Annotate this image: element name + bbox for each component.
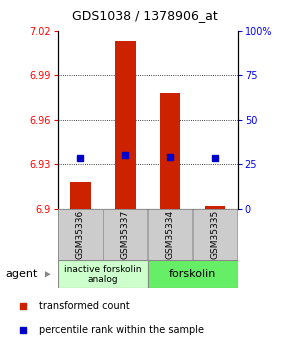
- Polygon shape: [45, 271, 51, 277]
- Text: GSM35334: GSM35334: [166, 210, 175, 259]
- Text: GSM35336: GSM35336: [76, 210, 85, 259]
- Bar: [59, 209, 102, 260]
- Text: forskolin: forskolin: [169, 269, 217, 279]
- Bar: [148, 260, 238, 288]
- Text: percentile rank within the sample: percentile rank within the sample: [39, 325, 204, 335]
- Text: transformed count: transformed count: [39, 301, 130, 311]
- Text: GDS1038 / 1378906_at: GDS1038 / 1378906_at: [72, 9, 218, 22]
- Bar: [70, 182, 90, 209]
- Text: agent: agent: [6, 269, 38, 279]
- Bar: [193, 209, 237, 260]
- Bar: [205, 206, 225, 209]
- Bar: [148, 209, 192, 260]
- Bar: [104, 209, 147, 260]
- Bar: [115, 41, 135, 209]
- Text: GSM35335: GSM35335: [211, 210, 220, 259]
- Bar: [58, 260, 148, 288]
- Text: inactive forskolin
analog: inactive forskolin analog: [64, 265, 142, 284]
- Text: GSM35337: GSM35337: [121, 210, 130, 259]
- Bar: [160, 93, 180, 209]
